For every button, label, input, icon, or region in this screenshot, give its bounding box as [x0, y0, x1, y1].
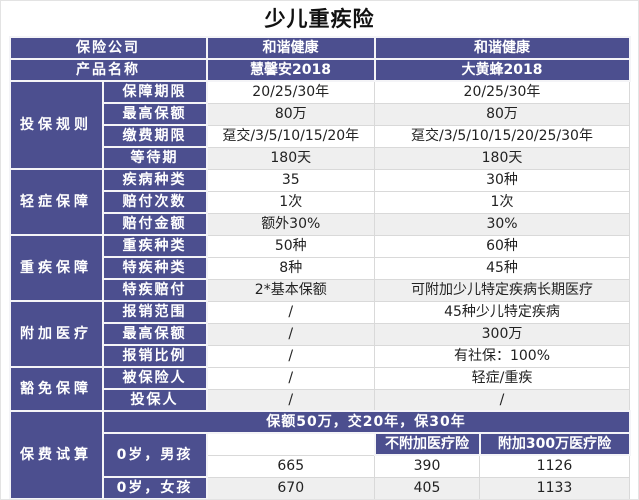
empty-cell — [206, 432, 375, 456]
row-label-cell: 保障期限 — [101, 80, 208, 104]
table-row: 豁免保障 被保险人 / 轻症/重疾 — [8, 366, 630, 412]
table-row: 最高保额 80万 80万 — [10, 102, 630, 126]
premium-row-label-cell: 0岁，男孩 — [101, 432, 208, 478]
premium-row-label-cell: 0岁，女孩 — [101, 476, 208, 499]
value-cell: 30种 — [374, 168, 630, 192]
value-cell: 可附加少儿特定疾病长期医疗 — [374, 278, 630, 302]
value-cell: / — [206, 322, 375, 346]
table-row: 缴费期限 趸交/3/5/10/15/20年 趸交/3/5/10/15/20/25… — [10, 124, 630, 148]
value-cell: 180天 — [206, 146, 375, 170]
row-label-cell: 最高保额 — [101, 322, 208, 346]
value-cell: 1133 — [479, 476, 630, 499]
table-row: 附加医疗 报销范围 / 45种少儿特定疾病 — [8, 300, 630, 368]
value-cell: / — [206, 344, 375, 368]
value-cell: 665 — [206, 454, 375, 478]
row-label-cell: 赔付金额 — [101, 212, 208, 236]
value-cell: / — [374, 388, 630, 412]
premium-banner-row: 保费试算 保额50万，交20年，保30年 — [8, 410, 631, 499]
value-cell: 2*基本保额 — [206, 278, 375, 302]
value-cell: 80万 — [374, 102, 630, 126]
value-cell: 45种少儿特定疾病 — [374, 300, 630, 324]
value-cell: 45种 — [374, 256, 630, 280]
row-label-cell: 报销范围 — [101, 300, 208, 324]
subheader-no-medical-cell: 不附加医疗险 — [373, 432, 481, 456]
company-b-cell: 和谐健康 — [373, 36, 631, 60]
product-a-cell: 慧馨安2018 — [205, 58, 376, 82]
section-label-cell: 附加医疗 — [8, 300, 104, 368]
value-cell: 300万 — [374, 322, 630, 346]
value-cell: 670 — [206, 476, 375, 499]
row-label-cell: 等待期 — [101, 146, 208, 170]
section-label-cell: 重疾保障 — [8, 234, 104, 302]
product-label-cell: 产品名称 — [8, 58, 208, 82]
row-label-cell: 疾病种类 — [101, 168, 208, 192]
value-cell: 额外30% — [206, 212, 375, 236]
value-cell: 20/25/30年 — [374, 80, 630, 104]
table-row: 特疾赔付 2*基本保额 可附加少儿特定疾病长期医疗 — [10, 278, 630, 302]
value-cell: 390 — [374, 454, 480, 478]
value-cell: 1126 — [479, 454, 630, 478]
value-cell: 180天 — [374, 146, 630, 170]
value-cell: 轻症/重疾 — [374, 366, 630, 390]
row-label-cell: 投保人 — [101, 388, 208, 412]
row-label-cell: 最高保额 — [101, 102, 208, 126]
value-cell: 有社保：100% — [374, 344, 630, 368]
section-label-cell: 投保规则 — [8, 80, 104, 170]
value-cell: 80万 — [206, 102, 375, 126]
value-cell: 60种 — [374, 234, 630, 258]
value-cell: 8种 — [206, 256, 375, 280]
table-row: 赔付次数 1次 1次 — [10, 190, 630, 214]
row-label-cell: 报销比例 — [101, 344, 208, 368]
value-cell: / — [206, 366, 375, 390]
subheader-with-medical-cell: 附加300万医疗险 — [478, 432, 631, 456]
value-cell: 趸交/3/5/10/15/20/25/30年 — [374, 124, 630, 148]
premium-value-row: 0岁，女孩 670 405 1133 — [10, 476, 630, 499]
value-cell: 405 — [374, 476, 480, 499]
premium-subheader-row: 0岁，男孩 不附加医疗险 附加300万医疗险 — [10, 432, 631, 478]
value-cell: 50种 — [206, 234, 375, 258]
table-row: 轻症保障 疾病种类 35 30种 — [8, 168, 630, 236]
row-label-cell: 特疾种类 — [101, 256, 208, 280]
table-row: 投保人 / / — [10, 388, 630, 412]
row-label-cell: 特疾赔付 — [101, 278, 208, 302]
table-row: 投保规则 保障期限 20/25/30年 20/25/30年 — [8, 80, 630, 170]
product-row: 产品名称 慧馨安2018 大黄蜂2018 — [8, 58, 631, 82]
value-cell: 30% — [374, 212, 630, 236]
table-row: 等待期 180天 180天 — [10, 146, 630, 170]
value-cell: / — [206, 300, 375, 324]
table-row: 重疾保障 重疾种类 50种 60种 — [8, 234, 630, 302]
premium-banner-cell: 保额50万，交20年，保30年 — [101, 410, 631, 434]
value-cell: 1次 — [374, 190, 630, 214]
section-label-cell: 豁免保障 — [8, 366, 104, 412]
value-cell: 20/25/30年 — [206, 80, 375, 104]
row-label-cell: 缴费期限 — [101, 124, 208, 148]
section-label-cell: 保费试算 — [8, 410, 104, 499]
company-label-cell: 保险公司 — [8, 36, 208, 60]
row-label-cell: 重疾种类 — [101, 234, 208, 258]
table-row: 报销比例 / 有社保：100% — [10, 344, 630, 368]
insurance-comparison-table: 保险公司 和谐健康 和谐健康 产品名称 慧馨安2018 大黄蜂2018 投保规则… — [8, 36, 631, 499]
product-b-cell: 大黄蜂2018 — [373, 58, 631, 82]
value-cell: 35 — [206, 168, 375, 192]
premium-value-row: 665 390 1126 — [10, 454, 630, 478]
value-cell: 1次 — [206, 190, 375, 214]
section-label-cell: 轻症保障 — [8, 168, 104, 236]
value-cell: 趸交/3/5/10/15/20年 — [206, 124, 375, 148]
row-label-cell: 被保险人 — [101, 366, 208, 390]
table-row: 特疾种类 8种 45种 — [10, 256, 630, 280]
company-row: 保险公司 和谐健康 和谐健康 — [8, 36, 631, 60]
row-label-cell: 赔付次数 — [101, 190, 208, 214]
company-a-cell: 和谐健康 — [205, 36, 376, 60]
table-row: 赔付金额 额外30% 30% — [10, 212, 630, 236]
table-row: 最高保额 / 300万 — [10, 322, 630, 346]
page-title: 少儿重疾险 — [264, 7, 375, 31]
value-cell: / — [206, 388, 375, 412]
